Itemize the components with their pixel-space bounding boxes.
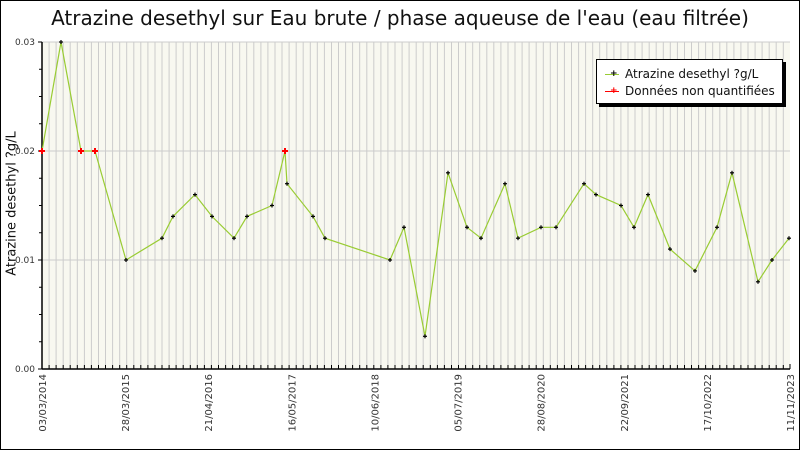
y-tick-label: 0.03 (15, 38, 35, 48)
data-point (210, 214, 214, 219)
y-tick-label: 0.02 (15, 147, 35, 157)
x-tick-label: 10/06/2018 (370, 374, 381, 432)
data-markers (39, 40, 791, 339)
chart-title: Atrazine desethyl sur Eau brute / phase … (51, 6, 749, 30)
data-point (270, 203, 274, 208)
data-point (446, 170, 450, 175)
data-point (770, 258, 774, 262)
data-point (730, 170, 734, 175)
legend-label: Données non quantifiées (625, 84, 775, 98)
legend-red-marker-icon: + (605, 84, 619, 98)
horizontal-gridlines (42, 41, 790, 261)
x-axis-ticks: 03/03/2014 28/03/2015 21/04/2016 16/05/2017… (38, 374, 797, 432)
data-point (124, 258, 128, 262)
legend-item-non-quantified: + Données non quantifiées (605, 83, 775, 99)
data-point (388, 258, 392, 262)
data-point (693, 268, 697, 273)
data-point (503, 181, 507, 186)
data-point (402, 225, 406, 230)
x-tick-label: 21/04/2016 (204, 374, 215, 432)
x-tick-label: 03/03/2014 (38, 374, 49, 432)
data-point (554, 225, 558, 230)
non-quantified-point (78, 148, 84, 154)
legend: + Atrazine desethyl ?g/L + Données non q… (596, 59, 783, 104)
data-point (311, 214, 315, 219)
data-point (479, 236, 483, 241)
x-tick-label: 22/09/2021 (620, 374, 631, 432)
vertical-gridlines (48, 42, 784, 369)
data-point (646, 192, 650, 197)
legend-line-marker-icon: + (605, 67, 619, 81)
data-point (516, 236, 520, 241)
data-point (619, 203, 623, 208)
y-tick-label: 0.01 (15, 256, 35, 266)
data-point (193, 192, 197, 197)
series-line (41, 41, 790, 337)
data-point (756, 279, 760, 284)
data-point (594, 192, 598, 197)
data-point (582, 181, 586, 186)
data-point (465, 225, 469, 230)
data-point (323, 236, 327, 241)
non-quantified-point (39, 148, 45, 154)
data-point (232, 236, 236, 241)
data-point (423, 334, 427, 339)
x-tick-label: 11/11/2023 (786, 374, 797, 432)
data-point (539, 225, 543, 230)
x-tick-label: 28/03/2015 (121, 374, 132, 432)
x-tick-label: 05/07/2019 (454, 374, 465, 432)
data-point (171, 214, 175, 219)
data-point (160, 236, 164, 241)
data-point (285, 181, 289, 186)
data-point (632, 225, 636, 230)
y-tick-label: 0.00 (15, 365, 35, 375)
non-quantified-point (92, 148, 98, 154)
data-point (59, 40, 63, 44)
data-point (715, 225, 719, 230)
data-point (245, 214, 249, 219)
non-quantified-point (282, 148, 288, 154)
x-tick-label: 28/08/2020 (537, 374, 548, 432)
x-tick-label: 17/10/2022 (703, 374, 714, 432)
y-axis-ticks: 0.00 0.01 0.02 0.03 (15, 38, 42, 375)
x-tick-label: 16/05/2017 (287, 374, 298, 432)
legend-label: Atrazine desethyl ?g/L (625, 67, 759, 81)
data-point (668, 247, 672, 252)
data-point (787, 236, 791, 241)
legend-item-measured: + Atrazine desethyl ?g/L (605, 66, 758, 82)
